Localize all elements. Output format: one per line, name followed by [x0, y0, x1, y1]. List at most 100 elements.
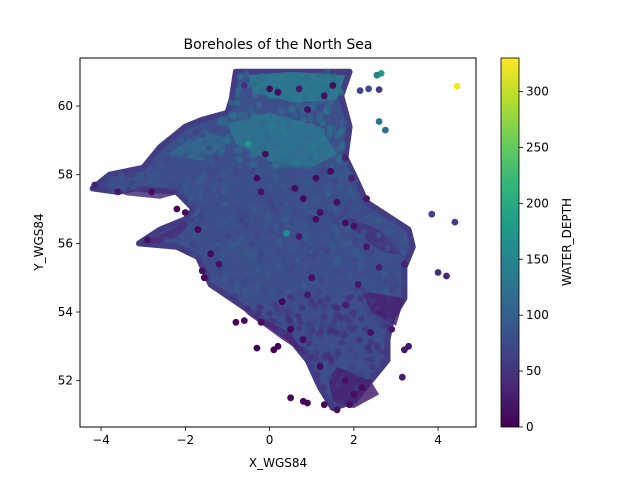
borehole-texture-dot: [256, 74, 264, 81]
borehole-texture-dot: [317, 333, 324, 340]
borehole-point: [262, 150, 269, 158]
borehole-texture-dot: [333, 352, 340, 359]
borehole-texture-dot: [213, 203, 221, 211]
borehole-texture-dot: [288, 219, 295, 227]
borehole-texture-dot: [261, 228, 268, 235]
borehole-texture-dot: [375, 365, 382, 372]
borehole-texture-dot: [357, 262, 364, 270]
borehole-texture-dot: [330, 178, 338, 185]
borehole-texture-dot: [264, 133, 272, 141]
borehole-texture-dot: [102, 174, 110, 181]
borehole-texture-dot: [220, 182, 227, 189]
borehole-texture-dot: [265, 270, 272, 277]
borehole-texture-dot: [342, 184, 349, 192]
borehole-point: [274, 342, 282, 350]
borehole-texture-dot: [234, 92, 241, 99]
borehole-texture-dot: [163, 156, 170, 164]
colorbar-ticks: 0 50 100 150 200 250 300: [519, 85, 549, 434]
borehole-texture-dot: [310, 142, 317, 149]
borehole-texture-dot: [305, 252, 312, 259]
borehole-texture-dot: [275, 320, 283, 327]
borehole-texture-dot: [188, 195, 196, 202]
borehole-point: [388, 325, 396, 333]
borehole-point: [299, 336, 307, 343]
borehole-point: [144, 236, 151, 244]
borehole-texture-dot: [327, 97, 335, 105]
borehole-texture-dot: [285, 122, 292, 130]
borehole-texture-dot: [268, 227, 275, 234]
borehole-texture-dot: [369, 363, 376, 370]
borehole-point: [398, 373, 406, 381]
borehole-texture-dot: [172, 233, 180, 240]
borehole-texture-dot: [269, 131, 277, 139]
borehole-texture-dot: [275, 189, 282, 196]
borehole-texture-dot: [294, 148, 301, 156]
borehole-texture-dot: [253, 233, 260, 240]
borehole-point: [240, 317, 248, 324]
borehole-texture-dot: [236, 73, 243, 80]
borehole-texture-dot: [327, 261, 334, 268]
borehole-texture-dot: [375, 232, 382, 239]
borehole-texture-dot: [279, 84, 287, 91]
borehole-point: [215, 260, 223, 268]
borehole-texture-dot: [376, 241, 383, 249]
borehole-texture-dot: [347, 274, 354, 281]
borehole-texture-dot: [213, 155, 221, 162]
borehole-texture-dot: [165, 137, 173, 144]
borehole-texture-dot: [138, 172, 145, 179]
borehole-texture-dot: [234, 228, 242, 235]
borehole-point: [266, 85, 273, 93]
borehole-point: [253, 174, 261, 182]
borehole-texture-dot: [286, 198, 293, 205]
borehole-point: [320, 92, 328, 100]
x-tick-label: 0: [266, 433, 274, 447]
borehole-texture-dot: [256, 303, 263, 311]
borehole-texture-dot: [240, 123, 247, 130]
borehole-point: [181, 209, 189, 216]
borehole-texture-dot: [295, 162, 302, 169]
borehole-texture-dot: [276, 303, 283, 311]
borehole-texture-dot: [365, 212, 372, 220]
borehole-texture-dot: [317, 241, 324, 248]
borehole-texture-dot: [230, 245, 237, 252]
borehole-texture-dot: [207, 118, 214, 126]
borehole-texture-dot: [283, 164, 290, 172]
borehole-texture-dot: [280, 272, 288, 279]
borehole-texture-dot: [289, 105, 297, 113]
borehole-texture-dot: [252, 91, 259, 99]
x-tick-label: 4: [434, 433, 442, 447]
borehole-texture-dot: [234, 274, 241, 281]
borehole-texture-dot: [390, 262, 397, 269]
borehole-point: [304, 291, 311, 299]
borehole-point: [346, 401, 353, 409]
borehole-texture-dot: [292, 251, 299, 258]
borehole-texture-dot: [222, 200, 229, 208]
borehole-texture-dot: [322, 73, 330, 80]
borehole-texture-dot: [186, 219, 193, 226]
borehole-texture-dot: [322, 296, 330, 303]
borehole-texture-dot: [270, 93, 277, 100]
borehole-texture-dot: [320, 383, 328, 391]
borehole-point: [173, 205, 181, 213]
borehole-texture-dot: [286, 192, 293, 199]
borehole-texture-dot: [318, 276, 325, 284]
borehole-texture-dot: [301, 202, 308, 210]
borehole-texture-dot: [233, 281, 241, 288]
borehole-texture-dot: [313, 276, 321, 283]
borehole-texture-dot: [176, 175, 183, 182]
borehole-texture-dot: [367, 339, 374, 346]
chart-title: Boreholes of the North Sea: [184, 37, 373, 53]
borehole-texture-dot: [375, 273, 382, 281]
borehole-texture-dot: [336, 394, 343, 402]
borehole-texture-dot: [231, 293, 238, 300]
y-tick-label: 54: [58, 305, 73, 319]
borehole-texture-dot: [334, 146, 341, 154]
borehole-point: [245, 140, 252, 148]
borehole-texture-dot: [237, 235, 244, 242]
borehole-texture-dot: [217, 267, 224, 274]
borehole-texture-dot: [344, 131, 352, 139]
borehole-texture-dot: [358, 315, 365, 323]
borehole-texture-dot: [207, 158, 215, 165]
borehole-texture-dot: [349, 364, 356, 371]
borehole-texture-dot: [248, 161, 255, 168]
